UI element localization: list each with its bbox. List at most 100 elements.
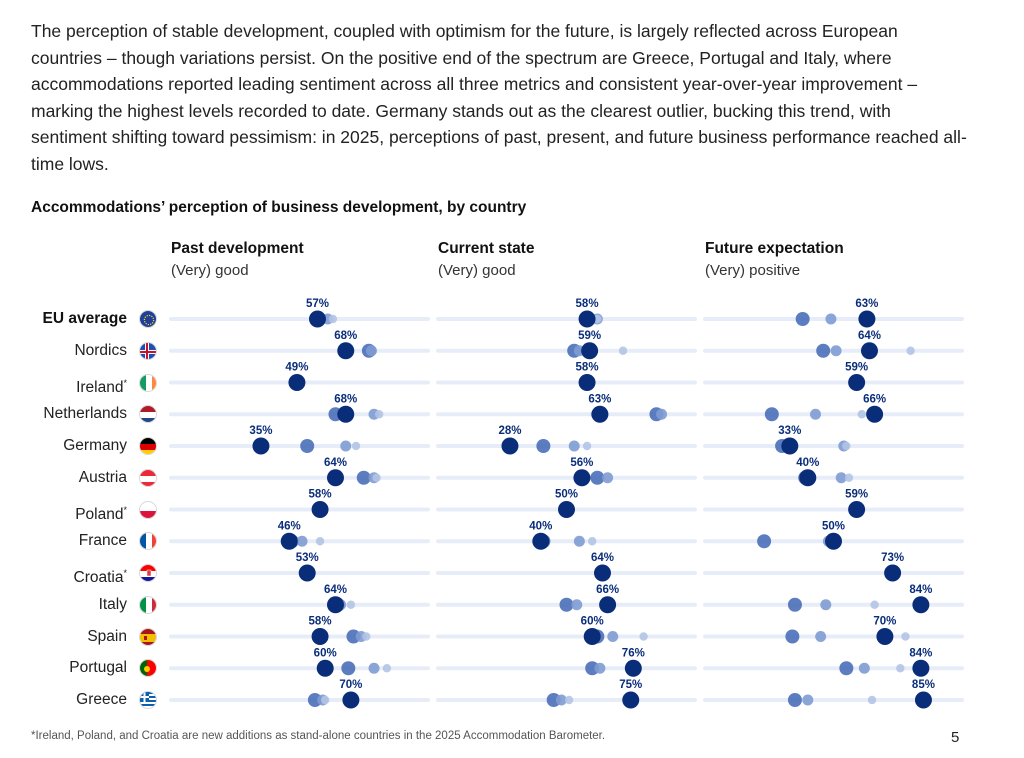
current-value-dot	[252, 437, 270, 455]
previous-year-dot	[571, 599, 583, 611]
current-value-dot	[558, 501, 575, 518]
footnote-marker: *	[123, 568, 127, 578]
previous-year-dot	[564, 695, 574, 705]
eu-flag-icon	[139, 310, 157, 328]
country-label: Ireland*	[76, 368, 127, 398]
country-row: Poland*	[0, 495, 1024, 525]
current-value-dot	[914, 691, 932, 709]
previous-year-dot	[341, 661, 356, 676]
value-label: 70%	[873, 616, 896, 628]
column-subtitle: (Very) good	[171, 262, 249, 279]
current-value-dot	[532, 532, 550, 550]
country-name: Greece	[76, 691, 127, 708]
previous-year-dot	[815, 631, 827, 642]
value-label: 84%	[909, 647, 932, 659]
country-name: France	[78, 532, 127, 550]
previous-year-dot	[835, 472, 847, 484]
previous-year-dot	[594, 662, 606, 674]
value-label: 58%	[576, 362, 599, 374]
current-value-dot	[573, 469, 591, 487]
country-label: Portugal	[69, 653, 127, 683]
current-value-dot	[781, 437, 799, 455]
value-label: 56%	[570, 457, 593, 469]
previous-year-dot	[757, 534, 772, 549]
country-row: Nordics	[0, 336, 1024, 366]
value-label: 64%	[324, 457, 347, 469]
country-label: Greece	[76, 685, 127, 715]
value-label: 57%	[306, 298, 329, 310]
country-name: Netherlands	[43, 405, 127, 423]
country-label: Spain	[87, 622, 127, 652]
netherlands-flag-icon	[139, 405, 157, 424]
value-label: 35%	[249, 425, 272, 437]
current-value-dot	[825, 532, 842, 550]
previous-year-dot	[618, 346, 628, 355]
chart-title: Accommodations’ perception of business d…	[31, 199, 527, 216]
previous-year-dot	[839, 661, 854, 676]
country-label: Nordics	[74, 336, 127, 366]
country-name: Poland	[75, 505, 124, 523]
country-label: EU average	[43, 304, 127, 334]
column-header-past: Past development (Very) good	[171, 239, 304, 283]
poland-flag-icon	[139, 500, 157, 519]
previous-year-dot	[867, 695, 877, 705]
current-value-dot	[578, 310, 596, 328]
italy-flag-icon	[139, 595, 157, 614]
value-label: 53%	[296, 552, 319, 564]
previous-year-dot	[559, 597, 574, 612]
previous-year-dot	[536, 439, 551, 453]
current-value-dot	[501, 437, 519, 455]
previous-year-dot	[368, 662, 380, 674]
current-value-dot	[624, 659, 642, 677]
germany-flag-icon	[139, 437, 157, 455]
previous-year-dot	[901, 632, 910, 641]
value-label: 58%	[576, 298, 599, 310]
current-value-dot	[326, 596, 344, 614]
current-value-dot	[912, 596, 930, 614]
current-value-dot	[799, 469, 817, 487]
previous-year-dot	[639, 632, 648, 641]
previous-year-dot	[555, 694, 567, 706]
previous-year-dot	[362, 632, 371, 641]
previous-year-dot	[346, 600, 356, 609]
current-value-dot	[858, 310, 876, 328]
value-label: 68%	[334, 330, 357, 342]
previous-year-dot	[356, 470, 371, 485]
value-label: 49%	[285, 362, 308, 374]
previous-year-dot	[906, 346, 915, 355]
country-row: Croatia*	[0, 558, 1024, 588]
current-value-dot	[622, 691, 640, 709]
value-label: 60%	[581, 616, 604, 628]
column-title: Future expectation	[705, 240, 844, 257]
value-label: 66%	[596, 584, 619, 596]
previous-year-dot	[787, 597, 802, 612]
country-name: EU average	[42, 310, 127, 327]
country-name: Ireland	[76, 378, 124, 396]
value-label: 68%	[334, 393, 357, 405]
value-label: 75%	[619, 679, 642, 691]
previous-year-dot	[825, 313, 837, 325]
value-label: 59%	[578, 330, 601, 342]
previous-year-dot	[382, 664, 392, 673]
current-value-dot	[583, 628, 601, 645]
previous-year-dot	[374, 410, 384, 419]
previous-year-dot	[858, 662, 870, 674]
value-label: 85%	[912, 679, 935, 691]
previous-year-dot	[351, 441, 361, 451]
current-value-dot	[337, 405, 355, 423]
value-label: 40%	[529, 520, 552, 532]
previous-year-dot	[842, 441, 851, 451]
previous-year-dot	[844, 473, 854, 482]
value-label: 58%	[309, 616, 332, 628]
previous-year-dot	[328, 314, 338, 324]
current-value-dot	[860, 342, 878, 360]
footnote-marker: *	[123, 504, 127, 515]
value-label: 76%	[622, 647, 645, 659]
footnote-marker: *	[123, 377, 127, 388]
value-label: 40%	[796, 457, 819, 469]
value-label: 70%	[339, 679, 362, 691]
country-label: Austria	[79, 463, 127, 493]
current-value-dot	[848, 501, 866, 518]
previous-year-dot	[607, 631, 619, 642]
